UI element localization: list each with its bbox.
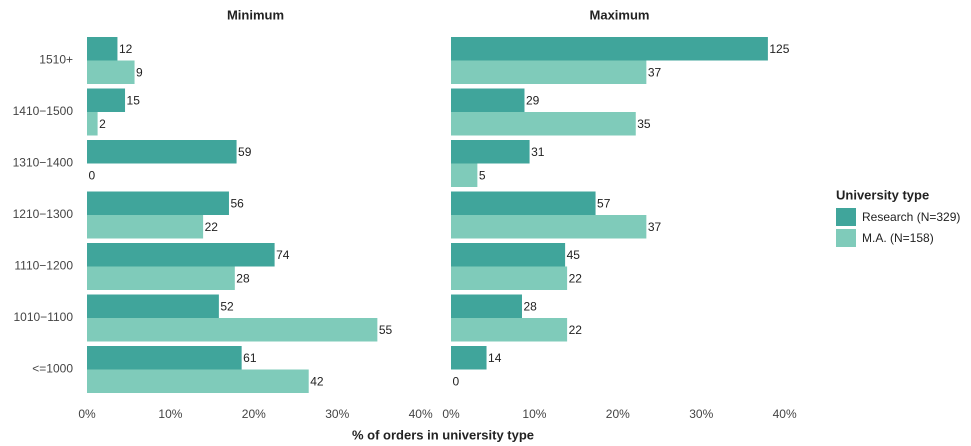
x-tick-label: 40%: [773, 407, 797, 421]
data-label: 29: [526, 93, 540, 107]
bar: [451, 243, 566, 267]
x-tick-label: 10%: [158, 407, 182, 421]
bar: [87, 266, 235, 290]
y-tick-label: 1510+: [39, 53, 73, 67]
data-label: 52: [220, 299, 234, 313]
x-tick-label: 30%: [325, 407, 349, 421]
x-tick-label: 30%: [689, 407, 713, 421]
bar: [87, 294, 219, 318]
data-label: 31: [531, 145, 545, 159]
data-label: 37: [648, 65, 662, 79]
x-tick-label: 40%: [409, 407, 433, 421]
y-tick-label: 1010−1100: [13, 310, 73, 324]
data-label: 9: [136, 65, 143, 79]
bar: [451, 60, 647, 84]
legend-swatch: [836, 229, 856, 247]
bar: [451, 140, 530, 164]
data-label: 12: [119, 42, 133, 56]
y-tick-label: 1210−1300: [13, 207, 74, 221]
legend-swatch: [836, 208, 856, 226]
data-label: 22: [569, 271, 583, 285]
data-label: 14: [488, 351, 502, 365]
y-tick-label: 1410−1500: [13, 104, 74, 118]
x-tick-label: 10%: [522, 407, 546, 421]
data-label: 35: [637, 117, 651, 131]
bar: [87, 140, 237, 164]
panel-title: Maximum: [590, 7, 650, 22]
bar: [451, 318, 568, 342]
data-label: 15: [127, 93, 141, 107]
legend-title: University type: [836, 187, 929, 202]
bar: [87, 88, 126, 112]
data-label: 28: [236, 271, 250, 285]
bar: [451, 37, 768, 61]
data-label: 56: [230, 196, 244, 210]
x-tick-label: 20%: [242, 407, 266, 421]
bar: [87, 60, 135, 84]
bar: [451, 88, 525, 112]
data-label: 55: [379, 323, 393, 337]
bar: [451, 215, 647, 239]
bar: [451, 112, 636, 136]
bar: [87, 318, 378, 342]
bar: [87, 112, 98, 136]
panel-title: Minimum: [227, 7, 284, 22]
bar: [451, 191, 596, 215]
bar: [87, 215, 204, 239]
data-label: 57: [597, 196, 611, 210]
y-tick-label: 1310−1400: [13, 156, 74, 170]
data-label: 37: [648, 220, 662, 234]
x-tick-label: 20%: [606, 407, 630, 421]
bar: [451, 294, 522, 318]
data-label: 45: [567, 248, 581, 262]
data-label: 61: [243, 351, 257, 365]
bar: [451, 346, 487, 370]
bar: [451, 266, 568, 290]
data-label: 125: [769, 42, 789, 56]
y-tick-label: <=1000: [32, 362, 73, 376]
bar: [87, 191, 229, 215]
bar: [87, 37, 118, 61]
bar: [451, 163, 478, 187]
data-label: 22: [569, 323, 583, 337]
data-label: 0: [453, 374, 460, 388]
data-label: 59: [238, 145, 252, 159]
y-tick-label: 1110−1200: [14, 259, 73, 273]
x-axis-label: % of orders in university type: [352, 427, 534, 442]
data-label: 22: [205, 220, 219, 234]
bar: [87, 346, 242, 370]
legend-label: Research (N=329): [862, 210, 960, 224]
data-label: 2: [99, 117, 106, 131]
x-tick-label: 0%: [78, 407, 96, 421]
legend-label: M.A. (N=158): [862, 231, 934, 245]
bar: [87, 243, 275, 267]
data-label: 5: [479, 168, 486, 182]
data-label: 42: [310, 374, 324, 388]
data-label: 0: [89, 168, 96, 182]
x-tick-label: 0%: [442, 407, 460, 421]
bar: [87, 369, 309, 393]
data-label: 74: [276, 248, 290, 262]
data-label: 28: [523, 299, 537, 313]
